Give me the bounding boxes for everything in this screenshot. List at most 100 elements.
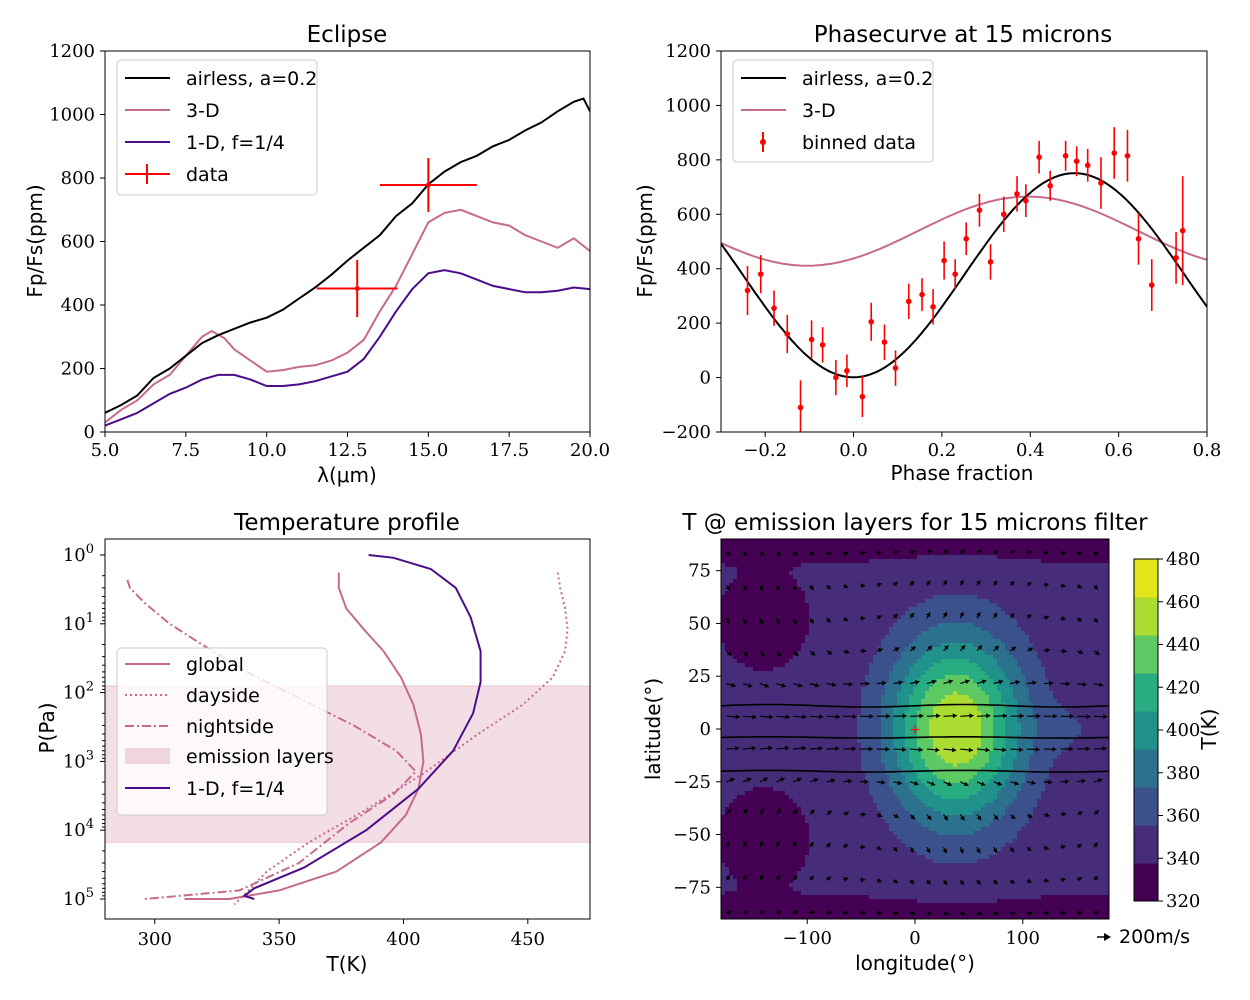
tmap-cell: [833, 855, 838, 860]
tmap-cell: [893, 803, 898, 808]
tmap-cell: [865, 551, 870, 556]
tmap-cell: [729, 895, 734, 900]
tmap-cell: [897, 863, 902, 868]
tmap-cell: [921, 563, 926, 568]
tmap-cell: [769, 907, 774, 912]
tmap-cell: [797, 851, 802, 856]
tmap-cell: [841, 647, 846, 652]
tmap-cell: [769, 675, 774, 680]
phasecurve-data-point: [744, 287, 751, 294]
tmap-cell: [865, 579, 870, 584]
tmap-cell: [853, 751, 858, 756]
tmap-cell: [921, 555, 926, 560]
tmap-cell: [817, 691, 822, 696]
tmap-cell: [905, 835, 910, 840]
tmap-cell: [737, 767, 742, 772]
tmap-cell: [921, 583, 926, 588]
tmap-cell: [853, 615, 858, 620]
tmap-cell: [765, 819, 770, 824]
tmap-cell: [893, 563, 898, 568]
tmap-cell: [829, 799, 834, 804]
tmap-cell: [801, 783, 806, 788]
tmap-cell: [913, 863, 918, 868]
tmap-cell: [801, 587, 806, 592]
tmap-cell: [817, 683, 822, 688]
tmap-cell: [865, 659, 870, 664]
tmap-cell: [917, 699, 922, 704]
tmap-cell: [861, 671, 866, 676]
tmap-cell: [809, 683, 814, 688]
tmap-cell: [773, 635, 778, 640]
tmap-cell: [917, 823, 922, 828]
tprofile-series-line: [184, 572, 425, 900]
tmap-cell: [781, 747, 786, 752]
tmap-cell: [881, 571, 886, 576]
tmap-cell: [881, 703, 886, 708]
tmap-cell: [789, 715, 794, 720]
tmap-cell: [785, 751, 790, 756]
tmap-cell: [789, 863, 794, 868]
tmap-cell: [777, 663, 782, 668]
tmap-cell: [729, 899, 734, 904]
tmap-cell: [737, 559, 742, 564]
tmap-cell: [817, 867, 822, 872]
tmap-cell: [785, 835, 790, 840]
tmap-cell: [913, 599, 918, 604]
tmap-cell: [845, 727, 850, 732]
tmap-cell: [785, 647, 790, 652]
tmap-cell: [733, 587, 738, 592]
tmap-cell: [881, 851, 886, 856]
tmap-cell: [789, 771, 794, 776]
tmap-cell: [785, 599, 790, 604]
tmap-cell: [905, 887, 910, 892]
tmap-cell: [841, 543, 846, 548]
tmap-cell: [737, 655, 742, 660]
tmap-cell: [877, 811, 882, 816]
tmap-cell: [801, 639, 806, 644]
tmap-cell: [829, 559, 834, 564]
tmap-cell: [821, 679, 826, 684]
tmap-cell: [729, 555, 734, 560]
tmap-cell: [785, 667, 790, 672]
tmap-cell: [757, 827, 762, 832]
tmap-cell: [777, 599, 782, 604]
tmap-cell: [757, 715, 762, 720]
tmap-cell: [853, 819, 858, 824]
tmap-cell: [861, 567, 866, 572]
tmap-cell: [761, 695, 766, 700]
tmap-cell: [873, 679, 878, 684]
tmap-cell: [881, 659, 886, 664]
tmap-cell: [865, 611, 870, 616]
tmap-cell: [901, 639, 906, 644]
tmap-cell: [901, 763, 906, 768]
phasecurve-data-point: [1036, 154, 1042, 160]
tmap-cell: [853, 643, 858, 648]
tmap-cell: [901, 851, 906, 856]
tmap-cell: [877, 891, 882, 896]
tmap-cell: [873, 675, 878, 680]
tmap-cell: [857, 779, 862, 784]
tmap-cell: [869, 827, 874, 832]
tmap-cell: [901, 891, 906, 896]
tmap-cell: [909, 835, 914, 840]
tmap-cell: [841, 783, 846, 788]
tmap-cell: [741, 587, 746, 592]
tmap-cell: [833, 795, 838, 800]
tmap-cell: [865, 655, 870, 660]
tmap-cell: [725, 575, 730, 580]
tmap-cell: [733, 671, 738, 676]
tmap-cell: [769, 831, 774, 836]
tmap-cell: [733, 539, 738, 544]
tmap-cell: [725, 647, 730, 652]
tmap-cell: [805, 879, 810, 884]
tmap-cell: [889, 599, 894, 604]
tmap-cell: [849, 827, 854, 832]
tmap-cell: [745, 607, 750, 612]
tmap-cell: [881, 695, 886, 700]
tmap-cell: [877, 887, 882, 892]
tmap-cell: [861, 703, 866, 708]
tmap-cell: [857, 559, 862, 564]
tmap-cell: [761, 667, 766, 672]
tmap-cell: [737, 663, 742, 668]
tmap-cell: [865, 775, 870, 780]
